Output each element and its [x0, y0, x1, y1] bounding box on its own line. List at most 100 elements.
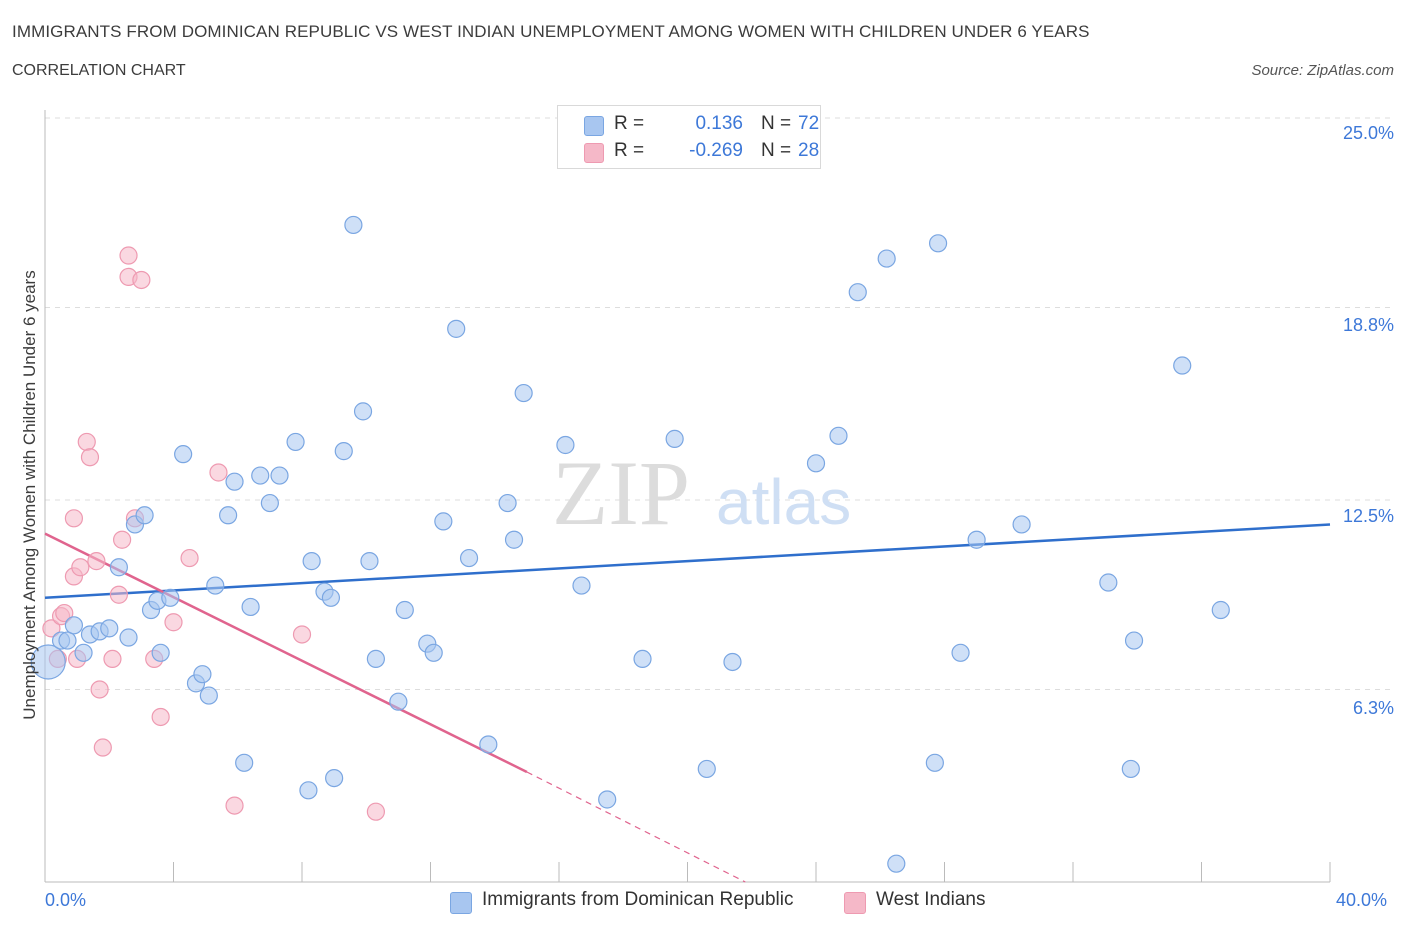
- point-dominican: [479, 735, 498, 754]
- legend-label: West Indians: [876, 889, 986, 910]
- point-dominican: [135, 506, 154, 525]
- point-dominican: [1099, 573, 1118, 592]
- point-dominican: [174, 445, 193, 464]
- point-west-indian: [366, 802, 385, 821]
- point-dominican: [161, 588, 180, 607]
- watermark: ZIP atlas: [552, 442, 851, 544]
- point-dominican: [151, 643, 170, 662]
- point-west-indian: [151, 707, 170, 727]
- trend-line-dominican: [44, 523, 1331, 600]
- point-dominican: [64, 616, 84, 635]
- point-west-indian: [109, 585, 128, 604]
- point-dominican: [225, 472, 244, 491]
- point-dominican: [829, 426, 848, 445]
- point-west-indian: [292, 625, 312, 644]
- point-dominican: [286, 432, 305, 452]
- point-dominican: [697, 759, 716, 779]
- point-dominican: [572, 576, 591, 595]
- point-dominican: [723, 652, 742, 672]
- point-dominican: [633, 649, 652, 669]
- n-label: N =: [761, 113, 792, 134]
- point-dominican: [251, 466, 270, 485]
- n-label: N =: [761, 140, 792, 161]
- point-west-indian: [55, 603, 74, 623]
- point-dominican: [199, 686, 218, 705]
- point-dominican: [100, 619, 119, 638]
- point-dominican: [877, 249, 896, 268]
- axes: [44, 110, 1331, 883]
- watermark-atlas: atlas: [716, 466, 851, 538]
- point-dominican: [302, 552, 321, 571]
- point-dominican: [1211, 600, 1230, 620]
- y-tick-label: 25.0%: [1342, 123, 1394, 143]
- legend-swatch-blue: [450, 892, 472, 914]
- point-dominican: [389, 692, 408, 711]
- data-points: [30, 215, 1230, 873]
- point-west-indian: [71, 558, 90, 577]
- n-value: 72: [798, 113, 820, 134]
- r-label: R =: [614, 113, 645, 134]
- point-dominican: [299, 781, 318, 800]
- r-value: 0.136: [695, 113, 743, 134]
- point-dominican: [1012, 515, 1031, 534]
- point-dominican: [967, 530, 986, 549]
- trend-line-extension: [526, 771, 746, 883]
- point-dominican: [270, 466, 289, 485]
- point-west-indian: [119, 246, 138, 265]
- point-dominican: [434, 512, 453, 531]
- point-dominican: [665, 429, 684, 448]
- point-dominican: [193, 665, 212, 684]
- point-dominican: [498, 493, 517, 513]
- point-dominican: [925, 753, 944, 772]
- point-dominican: [928, 234, 948, 253]
- y-axis-label: Unemployment Among Women with Children U…: [20, 270, 39, 720]
- point-dominican: [353, 402, 373, 421]
- chart-title: IMMIGRANTS FROM DOMINICAN REPUBLIC VS WE…: [12, 22, 1090, 41]
- point-west-indian: [87, 552, 106, 571]
- point-dominican: [1124, 631, 1144, 650]
- legend-swatch-blue: [584, 116, 604, 136]
- point-dominican: [1173, 356, 1192, 375]
- point-dominican: [1121, 759, 1140, 779]
- point-dominican: [514, 383, 533, 403]
- point-west-indian: [77, 432, 96, 452]
- point-dominican: [424, 643, 443, 662]
- point-dominican: [30, 644, 66, 680]
- point-west-indian: [132, 270, 151, 290]
- y-tick-label: 12.5%: [1342, 506, 1394, 526]
- r-label: R =: [614, 140, 645, 161]
- point-dominican: [504, 530, 524, 549]
- point-dominican: [366, 649, 385, 669]
- point-west-indian: [90, 680, 109, 699]
- point-west-indian: [103, 649, 122, 669]
- point-dominican: [235, 753, 254, 772]
- y-tick-label: 18.8%: [1342, 315, 1394, 335]
- point-dominican: [58, 631, 77, 650]
- point-dominican: [447, 319, 466, 338]
- point-west-indian: [112, 530, 132, 549]
- chart-subtitle: CORRELATION CHART: [12, 62, 186, 79]
- point-dominican: [598, 790, 617, 809]
- x-tick-label-max: 40.0%: [1336, 890, 1388, 910]
- y-tick-label: 6.3%: [1352, 698, 1394, 718]
- point-dominican: [360, 552, 379, 571]
- legend-label: Immigrants from Dominican Republic: [482, 889, 794, 910]
- point-west-indian: [93, 738, 112, 757]
- point-dominican: [459, 548, 479, 568]
- point-dominican: [556, 435, 575, 455]
- legend-swatch-pink: [844, 892, 866, 914]
- point-dominican: [119, 628, 138, 647]
- point-dominican: [395, 600, 414, 620]
- legend-swatch-pink: [584, 143, 604, 163]
- x-tick-label-min: 0.0%: [45, 890, 87, 910]
- point-dominican: [344, 215, 363, 235]
- n-value: 28: [798, 140, 820, 161]
- r-value: -0.269: [689, 140, 743, 161]
- watermark-zip: ZIP: [552, 442, 690, 544]
- point-dominican: [206, 576, 225, 595]
- point-dominican: [109, 558, 128, 577]
- point-dominican: [219, 506, 238, 525]
- point-west-indian: [64, 509, 84, 528]
- point-dominican: [848, 283, 867, 302]
